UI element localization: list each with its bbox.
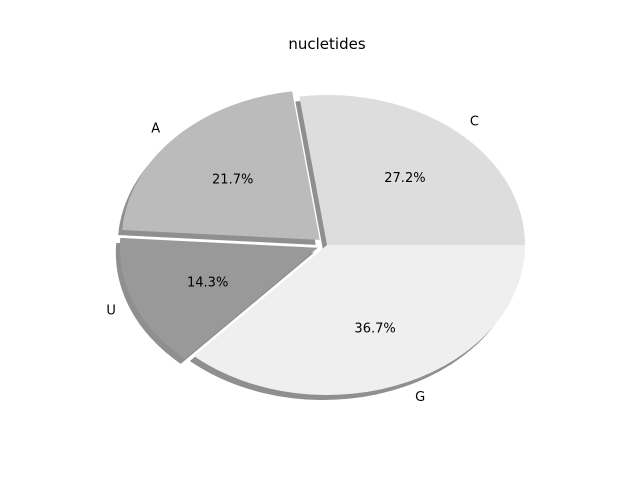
- slice-label-u: U: [106, 304, 116, 319]
- slice-percent-u: 14.3%: [187, 275, 228, 290]
- slice-c: [299, 95, 525, 245]
- slice-percent-a: 21.7%: [212, 173, 253, 188]
- slice-label-a: A: [151, 122, 160, 137]
- slice-a: [122, 91, 320, 240]
- chart-title: nucletides: [288, 35, 365, 53]
- slice-percent-c: 27.2%: [384, 171, 425, 186]
- pie-slices: [119, 91, 526, 396]
- slice-label-g: G: [415, 390, 425, 405]
- slice-g: [193, 245, 526, 396]
- slice-u: [119, 237, 318, 359]
- slice-percent-g: 36.7%: [354, 321, 395, 336]
- slice-labels: G 36.7% U 14.3% A 21.7% C 27.2%: [106, 114, 479, 404]
- slice-label-c: C: [470, 114, 479, 129]
